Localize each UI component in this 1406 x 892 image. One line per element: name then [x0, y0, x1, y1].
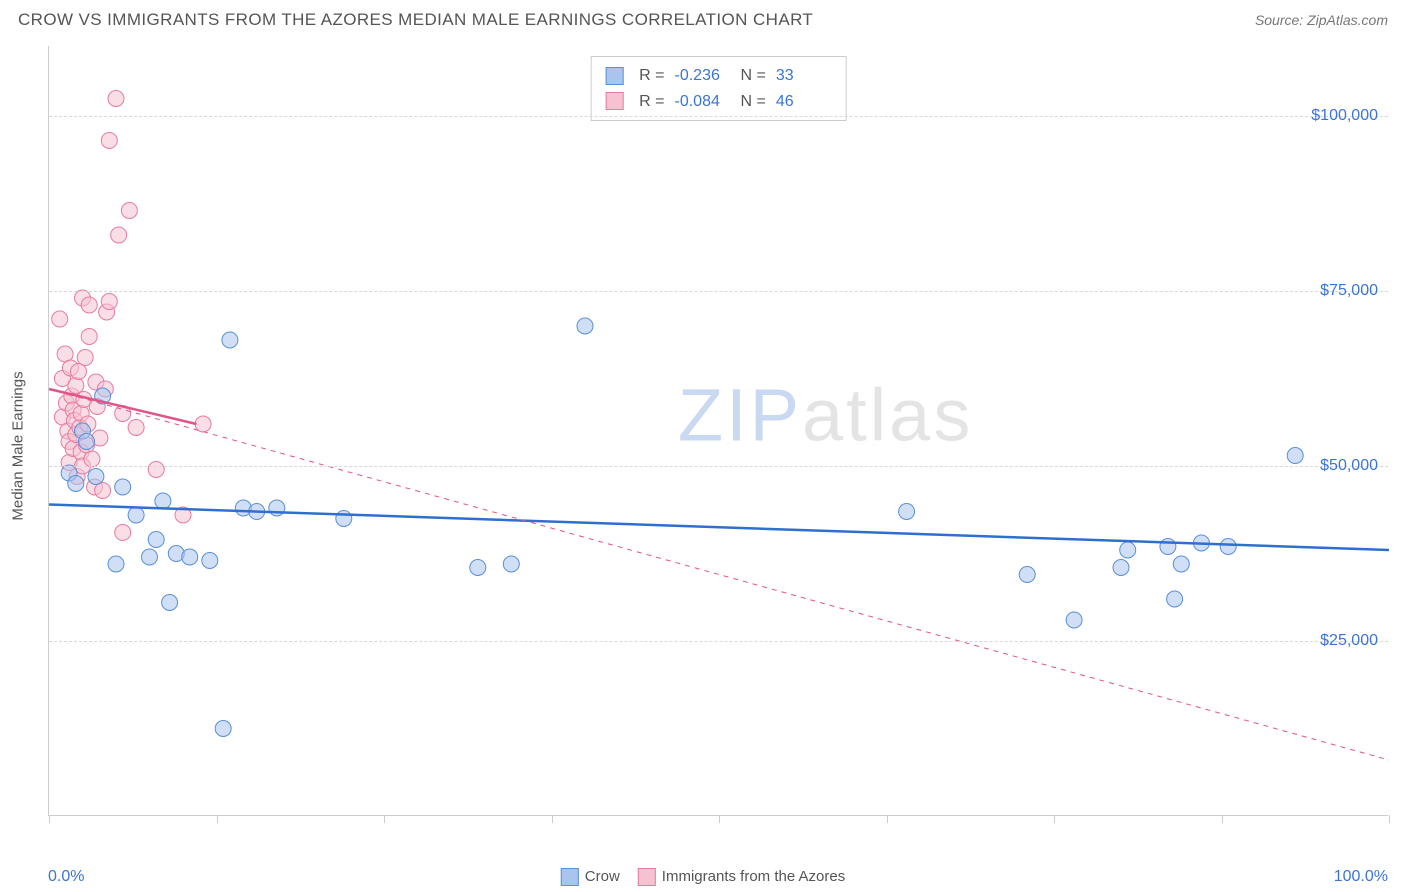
scatter-point — [1120, 542, 1136, 558]
scatter-point — [1287, 448, 1303, 464]
x-tick — [719, 815, 720, 823]
x-tick — [552, 815, 553, 823]
r-label: R = — [639, 63, 664, 89]
x-tick — [887, 815, 888, 823]
legend-series-name: Crow — [585, 868, 620, 885]
x-tick — [1389, 815, 1390, 823]
scatter-point — [215, 721, 231, 737]
scatter-point — [503, 556, 519, 572]
scatter-point — [577, 318, 593, 334]
scatter-point — [1113, 560, 1129, 576]
legend-item: Immigrants from the Azores — [638, 868, 845, 886]
scatter-point — [108, 91, 124, 107]
scatter-point — [79, 434, 95, 450]
scatter-point — [222, 332, 238, 348]
scatter-point — [84, 451, 100, 467]
source-attribution: Source: ZipAtlas.com — [1255, 12, 1388, 28]
legend-swatch — [605, 67, 623, 85]
n-value: 46 — [776, 89, 832, 115]
scatter-point — [470, 560, 486, 576]
gridline — [49, 291, 1388, 292]
scatter-point — [88, 469, 104, 485]
chart-title: CROW VS IMMIGRANTS FROM THE AZORES MEDIA… — [18, 10, 813, 30]
x-tick — [384, 815, 385, 823]
x-axis-max-label: 100.0% — [1334, 868, 1388, 886]
y-tick-label: $25,000 — [1320, 632, 1378, 650]
legend-item: Crow — [561, 868, 620, 886]
scatter-point — [155, 493, 171, 509]
y-axis-label: Median Male Earnings — [10, 371, 27, 520]
scatter-point — [148, 532, 164, 548]
scatter-plot-svg — [49, 46, 1388, 815]
scatter-point — [128, 420, 144, 436]
scatter-point — [1066, 612, 1082, 628]
x-axis-min-label: 0.0% — [48, 868, 84, 886]
y-tick-label: $100,000 — [1311, 107, 1378, 125]
regression-line — [49, 389, 1389, 760]
regression-line — [49, 505, 1389, 551]
legend-swatch — [561, 868, 579, 886]
scatter-point — [148, 462, 164, 478]
scatter-point — [108, 556, 124, 572]
y-tick-label: $75,000 — [1320, 282, 1378, 300]
scatter-point — [899, 504, 915, 520]
correlation-legend: R = -0.236 N = 33 R = -0.084 N = 46 — [590, 56, 847, 121]
scatter-point — [111, 227, 127, 243]
scatter-point — [1167, 591, 1183, 607]
scatter-point — [142, 549, 158, 565]
scatter-point — [81, 329, 97, 345]
scatter-point — [115, 525, 131, 541]
scatter-point — [115, 479, 131, 495]
x-tick — [1222, 815, 1223, 823]
n-label: N = — [741, 89, 766, 115]
scatter-point — [81, 297, 97, 313]
chart-plot-area: ZIPatlas R =-0.236N =33R =-0.084N =46 $2… — [48, 46, 1388, 816]
n-value: 33 — [776, 63, 832, 89]
series-legend: Crow Immigrants from the Azores — [561, 868, 845, 886]
scatter-point — [101, 133, 117, 149]
gridline — [49, 466, 1388, 467]
legend-swatch — [605, 92, 623, 110]
gridline — [49, 641, 1388, 642]
scatter-point — [162, 595, 178, 611]
scatter-point — [1019, 567, 1035, 583]
scatter-point — [202, 553, 218, 569]
n-label: N = — [741, 63, 766, 89]
x-tick — [49, 815, 50, 823]
scatter-point — [182, 549, 198, 565]
scatter-point — [101, 294, 117, 310]
gridline — [49, 116, 1388, 117]
scatter-point — [128, 507, 144, 523]
scatter-point — [1160, 539, 1176, 555]
legend-swatch — [638, 868, 656, 886]
scatter-point — [1173, 556, 1189, 572]
r-label: R = — [639, 89, 664, 115]
scatter-point — [121, 203, 137, 219]
x-tick — [217, 815, 218, 823]
legend-row: R = -0.084 N = 46 — [605, 89, 832, 115]
chart-header: CROW VS IMMIGRANTS FROM THE AZORES MEDIA… — [0, 0, 1406, 36]
scatter-point — [77, 350, 93, 366]
x-tick — [1054, 815, 1055, 823]
y-tick-label: $50,000 — [1320, 457, 1378, 475]
scatter-point — [1220, 539, 1236, 555]
scatter-point — [336, 511, 352, 527]
scatter-point — [68, 476, 84, 492]
r-value: -0.084 — [675, 89, 731, 115]
scatter-point — [52, 311, 68, 327]
r-value: -0.236 — [675, 63, 731, 89]
legend-row: R = -0.236 N = 33 — [605, 63, 832, 89]
scatter-point — [68, 378, 84, 394]
legend-series-name: Immigrants from the Azores — [662, 868, 845, 885]
